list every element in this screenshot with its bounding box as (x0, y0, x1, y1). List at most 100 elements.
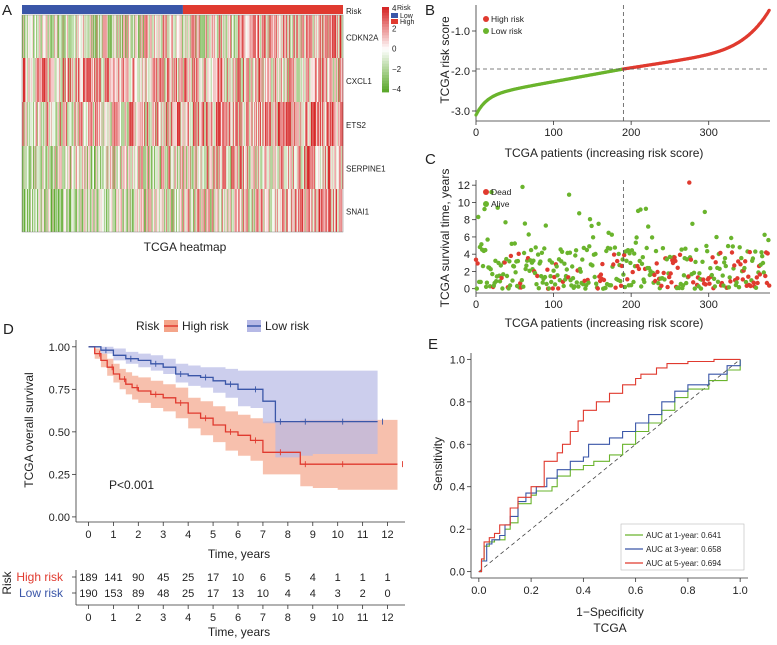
heatmap-cell (47, 102, 49, 146)
heatmap-cell (337, 102, 339, 146)
heatmap-cell (66, 15, 69, 58)
heatmap-cell (176, 15, 178, 58)
heatmap-cell (334, 146, 336, 189)
heatmap-cell (156, 15, 158, 58)
survival-point (534, 282, 539, 287)
heatmap-cell (117, 102, 119, 146)
heatmap-cell (328, 146, 330, 189)
heatmap-cell (180, 58, 182, 102)
heatmap-cell (76, 102, 78, 146)
heatmap-cell (305, 102, 307, 146)
heatmap-cell (163, 189, 165, 232)
heatmap-cell (160, 189, 162, 232)
heatmap-cell (254, 15, 257, 58)
heatmap-cell (38, 146, 41, 189)
heatmap-cell (45, 189, 47, 232)
heatmap-cell (246, 58, 248, 102)
heatmap-cell (93, 189, 95, 232)
heatmap-cell (171, 102, 174, 146)
heatmap-cell (153, 58, 155, 102)
heatmap-cell (119, 58, 121, 102)
heatmap-cell (251, 15, 253, 58)
heatmap-cell (182, 102, 184, 146)
heatmap-cell (73, 146, 75, 189)
heatmap-cell (125, 189, 127, 232)
heatmap-cell (88, 102, 91, 146)
heatmap-cell (277, 146, 279, 189)
color-scale-step (382, 7, 389, 11)
survival-point (600, 261, 605, 267)
heatmap-cell (83, 15, 86, 58)
heatmap-cell (158, 15, 160, 58)
risk-table-x-tick-label: 11 (357, 612, 368, 624)
heatmap-cell (236, 102, 238, 146)
heatmap-cell (266, 189, 268, 232)
heatmap-cell (39, 146, 41, 189)
b-legend-label-high: High risk (491, 14, 525, 24)
heatmap-cell (151, 189, 153, 232)
heatmap-cell (312, 189, 314, 232)
heatmap-cell (337, 102, 340, 146)
survival-point (576, 284, 581, 289)
heatmap-cell (102, 189, 104, 232)
survival-point (552, 274, 557, 280)
km-x-tick-label: 10 (332, 529, 344, 541)
heatmap-cell (24, 58, 26, 102)
heatmap-cell (198, 189, 200, 232)
heatmap-cell (149, 102, 151, 146)
heatmap-cell (229, 146, 231, 189)
heatmap-cell (44, 15, 47, 58)
survival-point (692, 286, 697, 291)
heatmap-cell (154, 102, 156, 146)
heatmap-cell (282, 189, 284, 232)
risk-table-cell: 90 (132, 572, 144, 584)
heatmap-cell (130, 15, 132, 58)
heatmap-cell (274, 189, 276, 232)
heatmap-cell (38, 58, 41, 102)
heatmap-cell (216, 58, 218, 102)
heatmap-cell (207, 58, 209, 102)
heatmap-cell (90, 15, 92, 58)
heatmap-cell (40, 146, 42, 189)
heatmap-cell (302, 58, 304, 102)
heatmap-cell (272, 58, 274, 102)
survival-point (595, 286, 600, 291)
color-scale-step (382, 89, 389, 93)
heatmap-cell (325, 189, 327, 232)
heatmap-cell (291, 146, 293, 189)
heatmap-cell (202, 102, 204, 146)
heatmap-cell (128, 189, 130, 232)
b-legend-label-low: Low risk (491, 26, 523, 36)
heatmap-cell (160, 102, 162, 146)
survival-point (643, 206, 649, 211)
heatmap-cell (270, 15, 272, 58)
roc-x-tick-label: 0.8 (680, 585, 695, 597)
heatmap-cell (310, 189, 313, 232)
heatmap-cell (334, 102, 336, 146)
heatmap-cell (239, 146, 241, 189)
heatmap-cell (82, 58, 84, 102)
heatmap-cell (218, 146, 220, 189)
heatmap-cell (241, 189, 243, 232)
heatmap-cell (243, 102, 245, 146)
heatmap-cell (77, 15, 79, 58)
survival-point (736, 285, 742, 290)
heatmap-cell (304, 102, 307, 146)
survival-point (574, 280, 579, 285)
heatmap-cell (212, 58, 214, 102)
heatmap-cell (56, 189, 58, 232)
roc-y-tick-label: 0.6 (450, 439, 465, 451)
heatmap-cell (100, 189, 102, 232)
heatmap-cell (329, 58, 331, 102)
heatmap-cell (319, 102, 321, 146)
heatmap-cell (114, 15, 116, 58)
heatmap-cell (181, 102, 183, 146)
heatmap-cell (283, 58, 285, 102)
heatmap-cell (320, 15, 322, 58)
heatmap-cell (340, 58, 342, 102)
heatmap-cell (302, 15, 304, 58)
heatmap-cell (273, 146, 275, 189)
heatmap-cell (113, 146, 115, 189)
heatmap-cell (76, 58, 78, 102)
heatmap-cell (38, 102, 40, 146)
